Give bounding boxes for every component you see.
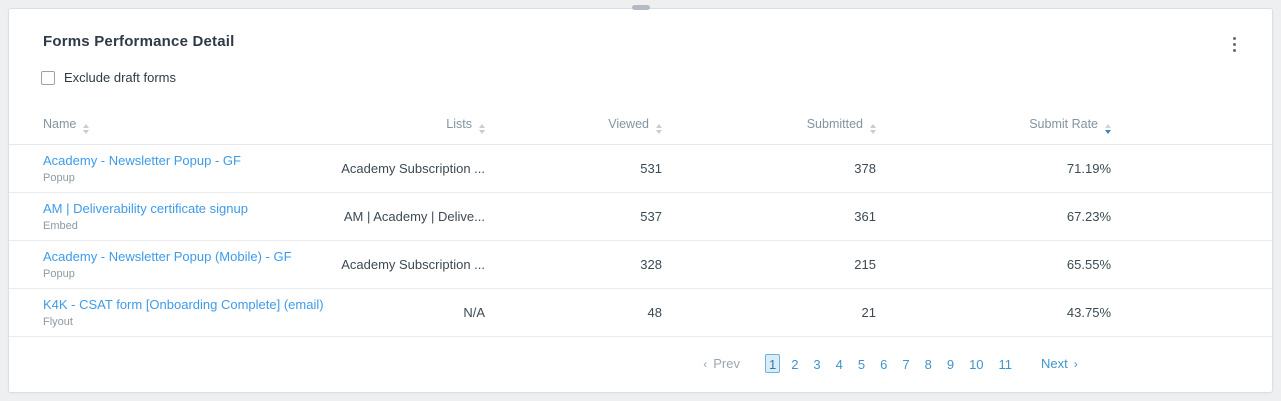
table-row: AM | Deliverability certificate signup E… [9, 192, 1272, 241]
table-row: Academy - Newsletter Popup - GF Popup Ac… [9, 144, 1272, 193]
submit-rate-cell: 67.23% [876, 192, 1111, 241]
form-name-link[interactable]: Academy - Newsletter Popup (Mobile) - GF [43, 249, 292, 264]
forms-performance-table: Name Lists Viewed Submitted Submit Rate [9, 95, 1272, 337]
panel-drag-handle[interactable] [631, 5, 650, 10]
submitted-cell: 378 [662, 144, 876, 193]
form-type-label: Popup [43, 172, 75, 184]
viewed-cell: 48 [485, 288, 662, 337]
column-header-viewed[interactable]: Viewed [485, 95, 662, 145]
exclude-draft-forms-label: Exclude draft forms [64, 70, 176, 85]
page-button-2[interactable]: 2 [791, 357, 799, 372]
page-button-1[interactable]: 1 [764, 354, 781, 373]
submit-rate-cell: 65.55% [876, 240, 1111, 289]
submitted-cell: 215 [662, 240, 876, 289]
submitted-cell: 361 [662, 192, 876, 241]
form-name-link[interactable]: Academy - Newsletter Popup - GF [43, 153, 241, 168]
sort-arrows-icon [83, 124, 90, 134]
page-button-6[interactable]: 6 [880, 357, 888, 372]
form-type-label: Popup [43, 268, 75, 280]
viewed-cell: 531 [485, 144, 662, 193]
name-cell: AM | Deliverability certificate signup E… [9, 192, 325, 241]
viewed-cell: 537 [485, 192, 662, 241]
exclude-draft-forms-checkbox[interactable] [41, 70, 55, 85]
prev-button[interactable]: ‹ Prev [703, 356, 740, 371]
submit-rate-cell: 71.19% [876, 144, 1111, 193]
page-button-3[interactable]: 3 [813, 357, 821, 372]
form-name-link[interactable]: AM | Deliverability certificate signup [43, 201, 248, 216]
page-button-7[interactable]: 7 [902, 357, 910, 372]
form-name-link[interactable]: K4K - CSAT form [Onboarding Complete] (e… [43, 297, 324, 312]
column-header-spacer [1111, 95, 1272, 145]
page-button-11[interactable]: 11 [998, 357, 1013, 372]
form-type-label: Embed [43, 220, 78, 232]
lists-cell: Academy Subscription ... [325, 240, 485, 289]
chevron-right-icon: › [1073, 356, 1078, 371]
spacer-cell [1111, 192, 1272, 241]
spacer-cell [1111, 288, 1272, 337]
pagination-wrap: ‹ Prev 1 2 3 4 5 6 7 8 9 10 11 Next › [259, 354, 1281, 373]
column-header-name[interactable]: Name [9, 95, 325, 145]
column-header-lists[interactable]: Lists [325, 95, 485, 145]
column-header-submitted[interactable]: Submitted [662, 95, 876, 145]
name-cell: Academy - Newsletter Popup (Mobile) - GF… [9, 240, 325, 289]
spacer-cell [1111, 144, 1272, 193]
column-header-submit-rate[interactable]: Submit Rate [876, 95, 1111, 145]
kebab-vertical-icon[interactable] [1227, 33, 1242, 56]
sort-arrows-icon [479, 124, 485, 134]
table-header-row: Name Lists Viewed Submitted Submit Rate [9, 95, 1272, 145]
card-header: Forms Performance Detail [9, 9, 1272, 56]
sort-arrows-icon [870, 124, 876, 134]
table-row: K4K - CSAT form [Onboarding Complete] (e… [9, 288, 1272, 337]
next-button[interactable]: Next › [1041, 356, 1078, 371]
viewed-cell: 328 [485, 240, 662, 289]
submitted-cell: 21 [662, 288, 876, 337]
table-row: Academy - Newsletter Popup (Mobile) - GF… [9, 240, 1272, 289]
name-cell: K4K - CSAT form [Onboarding Complete] (e… [9, 288, 325, 337]
sort-arrows-icon [656, 124, 662, 134]
spacer-cell [1111, 240, 1272, 289]
lists-cell: N/A [325, 288, 485, 337]
pagination: ‹ Prev 1 2 3 4 5 6 7 8 9 10 11 Next › [703, 354, 1078, 373]
page-button-9[interactable]: 9 [946, 357, 955, 372]
page-button-10[interactable]: 10 [969, 357, 984, 372]
page-button-8[interactable]: 8 [924, 357, 932, 372]
name-cell: Academy - Newsletter Popup - GF Popup [9, 144, 325, 193]
page-button-4[interactable]: 4 [835, 357, 843, 372]
chevron-left-icon: ‹ [703, 356, 708, 371]
exclude-draft-forms-row: Exclude draft forms [41, 70, 1272, 85]
form-type-label: Flyout [43, 316, 73, 328]
forms-performance-card: Forms Performance Detail Exclude draft f… [8, 8, 1273, 393]
page-button-5[interactable]: 5 [857, 357, 866, 372]
page-title: Forms Performance Detail [43, 33, 235, 50]
lists-cell: Academy Subscription ... [325, 144, 485, 193]
submit-rate-cell: 43.75% [876, 288, 1111, 337]
lists-cell: AM | Academy | Delive... [325, 192, 485, 241]
sort-arrows-icon [1105, 124, 1111, 134]
